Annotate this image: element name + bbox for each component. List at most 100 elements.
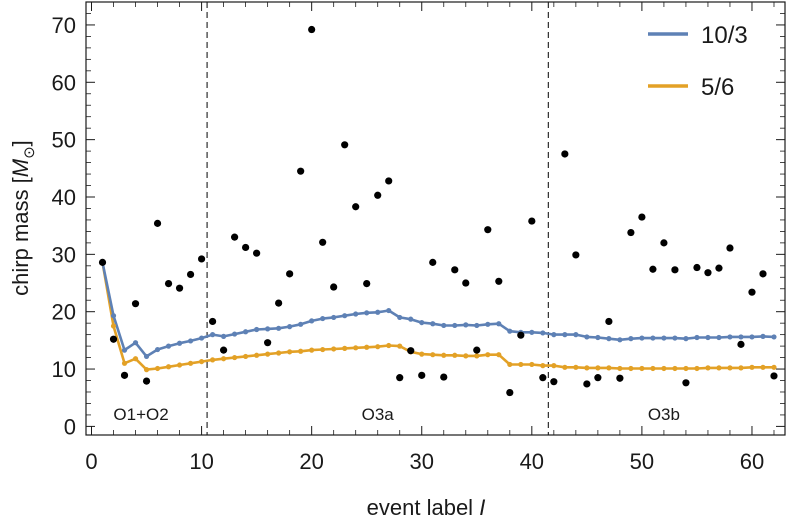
- series-marker-1: [353, 345, 359, 351]
- series-marker-1: [342, 345, 348, 351]
- series-marker-0: [430, 321, 436, 327]
- series-marker-0: [606, 336, 612, 342]
- data-point: [484, 226, 492, 234]
- data-point: [506, 388, 514, 397]
- x-tick-label: 30: [409, 449, 433, 474]
- series-marker-1: [584, 365, 590, 371]
- series-marker-1: [441, 352, 447, 358]
- series-marker-0: [441, 322, 447, 329]
- data-point: [153, 219, 162, 227]
- series-lines: [101, 262, 775, 371]
- data-point: [363, 279, 371, 288]
- series-marker-1: [265, 351, 271, 357]
- data-point: [748, 288, 756, 296]
- series-marker-0: [353, 311, 359, 317]
- data-point: [120, 371, 129, 379]
- x-tick-label: 60: [740, 449, 764, 474]
- data-point: [638, 213, 646, 221]
- data-point: [164, 279, 173, 288]
- series-marker-0: [342, 313, 348, 319]
- series-marker-1: [386, 342, 392, 349]
- series-marker-0: [683, 336, 689, 342]
- data-point: [715, 264, 723, 272]
- legend-label-10-3: 10/3: [701, 22, 748, 49]
- series-marker-1: [309, 347, 315, 353]
- series-marker-0: [672, 335, 678, 341]
- data-point: [594, 374, 602, 382]
- ticks: [86, 1, 785, 435]
- series-marker-0: [705, 334, 711, 341]
- data-point: [396, 374, 404, 382]
- x-tick-label: 0: [85, 449, 97, 474]
- data-point: [550, 378, 558, 386]
- series-marker-0: [617, 337, 623, 343]
- series-marker-1: [176, 362, 183, 368]
- series-line-0: [101, 262, 775, 358]
- series-marker-1: [485, 352, 491, 358]
- series-marker-1: [529, 361, 535, 368]
- data-point: [528, 217, 536, 225]
- x-axis-title: event label I: [367, 495, 486, 520]
- series-marker-1: [760, 364, 766, 370]
- series-marker-0: [132, 340, 139, 346]
- series-markers: [99, 259, 777, 373]
- series-marker-1: [716, 365, 722, 371]
- series-marker-1: [628, 365, 634, 372]
- region-labels: O1+O2 O3a O3b: [113, 405, 680, 424]
- data-point: [759, 270, 767, 278]
- series-marker-0: [639, 335, 645, 341]
- data-point: [242, 243, 250, 252]
- series-marker-0: [254, 326, 260, 333]
- data-point: [374, 191, 382, 199]
- series-marker-0: [452, 322, 458, 329]
- data-point: [109, 335, 118, 343]
- y-tick-label: 30: [52, 242, 76, 267]
- data-point: [671, 266, 679, 274]
- series-marker-0: [573, 332, 579, 338]
- data-point: [131, 300, 140, 308]
- data-point: [429, 258, 437, 266]
- data-point: [275, 299, 283, 307]
- x-tick-label: 40: [520, 449, 544, 474]
- series-marker-1: [683, 365, 689, 372]
- data-point: [682, 379, 690, 387]
- series-marker-0: [331, 314, 337, 321]
- series-marker-0: [364, 310, 370, 316]
- region-label: O1+O2: [113, 405, 168, 424]
- series-marker-1: [375, 344, 381, 350]
- tick-labels: 0 10 20 30 40 50 60 0 10 20 30 40 50 60 70: [52, 13, 765, 474]
- series-marker-1: [331, 346, 337, 352]
- series-marker-1: [562, 364, 568, 370]
- series-marker-0: [738, 334, 744, 340]
- data-point: [98, 258, 107, 266]
- series-marker-1: [705, 365, 711, 371]
- data-point: [649, 265, 657, 273]
- series-marker-1: [209, 357, 216, 363]
- series-marker-0: [628, 336, 634, 342]
- y-tick-label: 10: [52, 357, 76, 382]
- series-marker-0: [110, 313, 117, 319]
- series-marker-1: [276, 350, 282, 356]
- series-marker-1: [397, 343, 403, 349]
- series-marker-0: [375, 309, 381, 315]
- y-tick-label: 20: [52, 300, 76, 325]
- series-marker-1: [220, 356, 227, 362]
- series-marker-1: [232, 354, 238, 361]
- data-point: [231, 233, 239, 241]
- data-point: [473, 346, 481, 354]
- series-marker-0: [298, 321, 304, 327]
- data-point: [539, 374, 547, 382]
- y-tick-label: 40: [52, 185, 76, 210]
- region-label: O3a: [362, 405, 395, 424]
- series-marker-0: [419, 319, 425, 326]
- series-marker-1: [474, 353, 480, 359]
- data-point: [308, 25, 316, 34]
- series-marker-0: [121, 347, 128, 353]
- series-marker-1: [364, 344, 370, 350]
- series-marker-0: [187, 338, 194, 344]
- series-marker-0: [771, 334, 777, 340]
- data-point: [175, 284, 184, 292]
- data-point: [197, 255, 206, 263]
- data-points: [98, 25, 778, 397]
